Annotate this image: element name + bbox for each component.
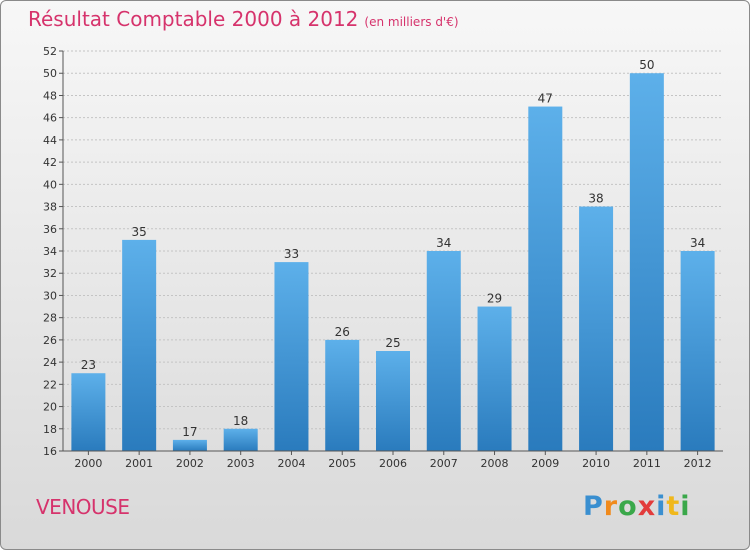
- bar: [376, 351, 410, 451]
- y-tick-label: 16: [43, 445, 57, 458]
- logo-letter: t: [666, 491, 681, 522]
- bar: [426, 251, 461, 451]
- bar: [122, 239, 157, 451]
- logo-letter: r: [603, 491, 619, 522]
- y-tick-label: 52: [43, 45, 57, 58]
- y-tick-label: 34: [43, 245, 57, 258]
- y-tick-label: 40: [43, 178, 57, 191]
- y-tick-label: 32: [43, 267, 57, 280]
- y-tick-label: 44: [43, 134, 57, 147]
- proxiti-logo[interactable]: Proxiti: [583, 491, 691, 522]
- bar: [528, 106, 563, 452]
- y-tick-label: 42: [43, 156, 57, 169]
- y-tick-label: 36: [43, 223, 57, 236]
- bar: [223, 428, 258, 451]
- bar: [274, 262, 309, 451]
- x-tick-label: 2004: [277, 457, 305, 470]
- logo-letter: x: [637, 491, 657, 522]
- y-tick-label: 30: [43, 289, 57, 302]
- x-tick-label: 2010: [582, 457, 610, 470]
- x-tick-label: 2005: [328, 457, 356, 470]
- y-tick-label: 50: [43, 67, 57, 80]
- data-label: 29: [487, 292, 502, 306]
- x-tick-label: 2011: [633, 457, 661, 470]
- logo-letter: i: [680, 491, 691, 522]
- y-tick-label: 48: [43, 89, 57, 102]
- data-label: 26: [335, 325, 350, 339]
- grid-layer: [63, 50, 723, 452]
- logo-letter: i: [656, 491, 667, 522]
- y-tick-label: 22: [43, 378, 57, 391]
- data-label: 17: [182, 425, 197, 439]
- y-tick-label: 26: [43, 334, 57, 347]
- data-label: 34: [690, 236, 705, 250]
- data-label: 47: [538, 92, 553, 106]
- bar: [325, 339, 360, 451]
- data-label: 35: [132, 225, 147, 239]
- chart-title-text: Résultat Comptable 2000 à 2012: [28, 7, 359, 31]
- bar: [629, 73, 664, 451]
- bar: [680, 251, 715, 451]
- x-tick-label: 2003: [227, 457, 255, 470]
- data-label: 50: [639, 58, 654, 72]
- y-tick-label: 46: [43, 112, 57, 125]
- chart-subtitle: (en milliers d'€): [364, 15, 459, 29]
- chart-title: Résultat Comptable 2000 à 2012 (en millie…: [28, 7, 459, 31]
- data-label: 38: [588, 192, 603, 206]
- y-tick-label: 38: [43, 201, 57, 214]
- x-tick-label: 2012: [684, 457, 712, 470]
- bar: [172, 439, 207, 451]
- axis-layer: 16 18 20 22 24 26 28 30 32 34 36 38 40 42 44 46 48 50 52 20…: [43, 45, 723, 470]
- y-tick-label: 20: [43, 401, 57, 414]
- bar: [579, 206, 614, 451]
- commune-name: VENOUSE: [36, 495, 130, 519]
- x-tick-label: 2006: [379, 457, 407, 470]
- logo-letter: o: [618, 491, 638, 522]
- y-tick-label: 28: [43, 312, 57, 325]
- y-tick-label: 18: [43, 423, 57, 436]
- x-tick-label: 2009: [531, 457, 559, 470]
- logo-letter: P: [583, 491, 604, 522]
- bar: [71, 373, 106, 451]
- bar: [477, 306, 512, 451]
- x-tick-label: 2002: [176, 457, 204, 470]
- data-label: 25: [385, 336, 400, 350]
- x-tick-label: 2001: [125, 457, 153, 470]
- data-label: 34: [436, 236, 451, 250]
- data-label: 23: [81, 358, 96, 372]
- bar-layer: 23 35 17 18 33 26 25 34 29 47 38 50 34: [71, 58, 715, 452]
- data-label: 18: [233, 414, 248, 428]
- x-tick-label: 2008: [481, 457, 509, 470]
- data-label: 33: [284, 247, 299, 261]
- y-tick-label: 24: [43, 356, 57, 369]
- x-tick-label: 2007: [430, 457, 458, 470]
- x-tick-label: 2000: [74, 457, 102, 470]
